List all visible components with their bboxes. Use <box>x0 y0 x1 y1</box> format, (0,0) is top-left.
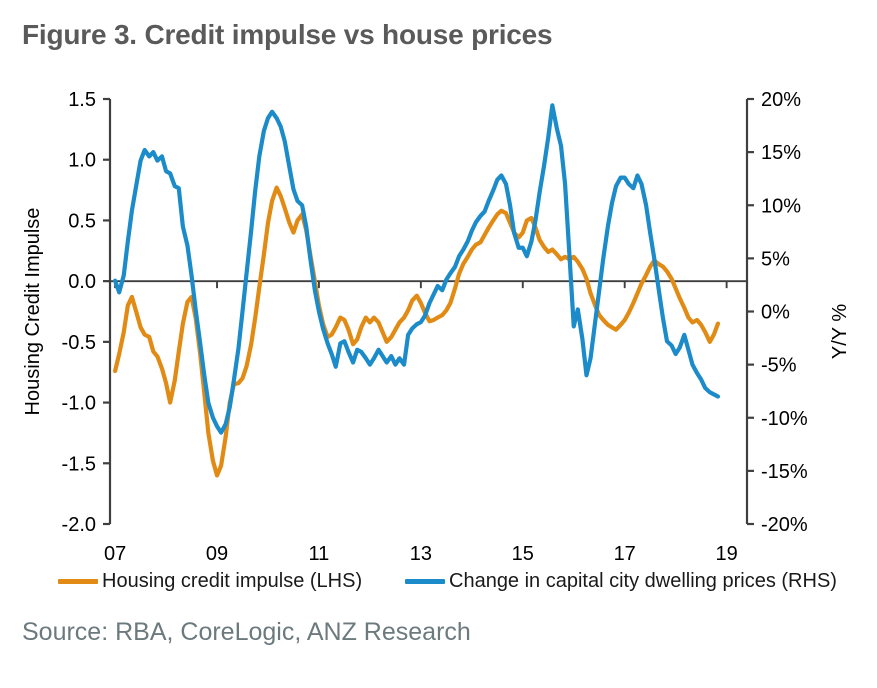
y-axis-tick-label: -1.5 <box>62 453 96 475</box>
y-axis-tick-label: -1.0 <box>62 393 96 415</box>
legend-label-housing-credit-impulse: Housing credit impulse (LHS) <box>102 570 363 592</box>
chart-legend: Housing credit impulse (LHS) Change in c… <box>0 566 877 600</box>
legend-swatch-orange <box>58 579 98 584</box>
legend-item-dwelling-prices[interactable]: Change in capital city dwelling prices (… <box>405 570 837 593</box>
y2-axis-tick-label: -10% <box>761 408 808 430</box>
y2-axis-tick-label: -5% <box>761 355 797 377</box>
series-line-housing-credit-impulse <box>113 185 721 478</box>
y2-axis-tick-label: 0% <box>761 302 790 324</box>
figure-title: Figure 3. Credit impulse vs house prices <box>22 19 553 50</box>
x-axis-tick-label: 07 <box>104 543 126 560</box>
y-axis-tick-label: 1.5 <box>68 89 96 111</box>
y-axis-tick-label: 0.5 <box>68 210 96 232</box>
y-axis-tick-label: -2.0 <box>62 514 96 536</box>
chart-plot-area: 1.5 1.0 0.5 0.0 -0.5 -1.0 -1.5 -2.0 20% 15% 10% 5% 0… <box>22 89 851 560</box>
x-axis-tick-label: 13 <box>410 543 432 560</box>
source-note: Source: RBA, CoreLogic, ANZ Research <box>22 618 471 646</box>
x-axis-tick-label: 17 <box>614 543 636 560</box>
y-axis-title: Housing Credit Impulse <box>22 208 44 416</box>
y2-axis-tick-label: -20% <box>761 514 808 536</box>
y2-axis-tick-label: 20% <box>761 89 801 111</box>
series-line-dwelling-prices <box>113 103 721 435</box>
y2-axis-tick-label: 5% <box>761 248 790 270</box>
y-axis-tick-label: 0.0 <box>68 271 96 293</box>
x-axis-tick-label: 11 <box>309 543 330 560</box>
legend-item-housing-credit-impulse[interactable]: Housing credit impulse (LHS) <box>58 570 362 593</box>
legend-label-dwelling-prices: Change in capital city dwelling prices (… <box>449 570 837 592</box>
x-axis-tick-label: 09 <box>206 543 228 560</box>
x-axis-tick-label: 15 <box>512 543 534 560</box>
y-axis-tick-label: 1.0 <box>68 150 96 172</box>
legend-swatch-blue <box>405 579 445 584</box>
y-axis-tick-label: -0.5 <box>62 332 96 354</box>
x-axis-tick-label: 19 <box>715 543 737 560</box>
y2-axis-title: Y/Y % <box>829 304 851 359</box>
y2-axis-tick-label: 10% <box>761 195 801 217</box>
y2-axis-tick-label: -15% <box>761 461 808 483</box>
y2-axis-tick-label: 15% <box>761 142 801 164</box>
